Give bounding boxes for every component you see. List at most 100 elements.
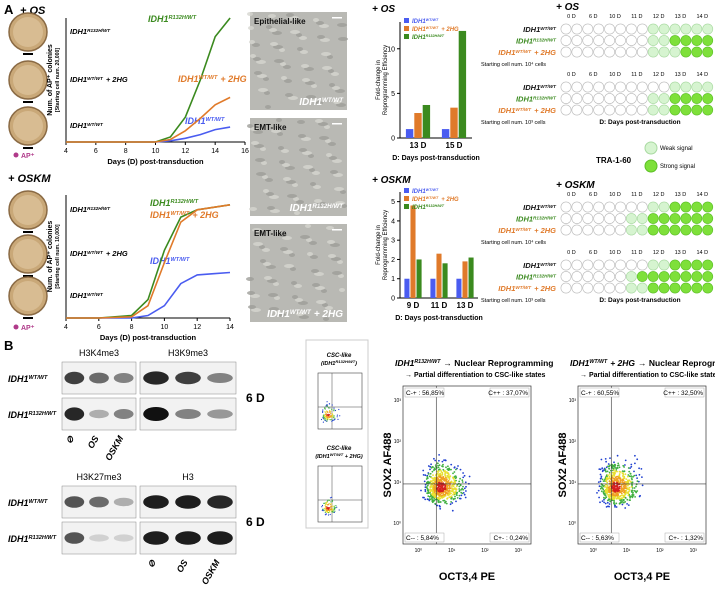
event-dot [452, 493, 454, 496]
grid-caption: Starting cell num. 10⁴ cells [481, 239, 546, 246]
band [113, 497, 134, 507]
genotype-sup: R132H/WT [533, 37, 557, 42]
cell [286, 180, 296, 184]
cell [264, 91, 270, 95]
cell [320, 38, 330, 42]
event-dot [450, 468, 452, 471]
band [175, 495, 201, 509]
event-dot [332, 511, 334, 513]
signal-dot [571, 23, 583, 35]
genotype-label: IDH1WT/WT + 2HG [178, 74, 247, 84]
event-dot [334, 510, 336, 512]
grid-caption: Starting cell num. 10⁴ cells [481, 61, 546, 68]
event-dot [613, 499, 615, 502]
quadrant-label: C-+ : 60,55% [581, 390, 619, 397]
cell [269, 28, 277, 32]
event-dot [465, 485, 467, 488]
signal-dot [658, 104, 670, 116]
blot-title: H3 [182, 472, 194, 482]
event-dot [613, 501, 616, 503]
event-dot [607, 463, 610, 465]
event-dot [460, 494, 463, 497]
signal-dot [582, 259, 594, 271]
cell [254, 71, 262, 75]
inset-subtitle: (IDH1R132H/WT) [321, 359, 357, 368]
event-dot [613, 497, 616, 500]
cell [249, 207, 257, 211]
event-dot [325, 502, 327, 504]
cell [293, 197, 299, 201]
day-label: 0 D [567, 14, 576, 20]
genotype-sup: R132H/WT [87, 206, 111, 211]
band [89, 372, 109, 384]
signal-dot [582, 104, 594, 116]
signal-dot [626, 35, 637, 46]
signal-dot [593, 104, 605, 116]
event-dot [452, 498, 455, 500]
signal-dot [691, 104, 703, 116]
signal-dot [669, 213, 681, 224]
genotype-sup: WT/WT [322, 97, 344, 104]
bar [436, 253, 442, 298]
scale-bar [332, 123, 342, 125]
quadrant-box [664, 387, 705, 398]
event-dot [608, 496, 611, 498]
cell [330, 170, 338, 174]
band [64, 407, 85, 421]
event-dot [605, 506, 608, 508]
event-dot [431, 483, 433, 486]
signal-dot [691, 46, 703, 58]
event-dot [334, 417, 336, 419]
genotype-suffix: + 2HG [534, 284, 556, 293]
cell [340, 190, 346, 194]
legend-label: Weak signal [660, 146, 693, 152]
event-dot [640, 468, 643, 470]
event-dot [437, 480, 439, 482]
signal-dot [593, 282, 605, 294]
gene: IDH1 [523, 83, 540, 92]
event-dot [326, 503, 328, 505]
sub-pre: (IDH1 [315, 454, 329, 460]
genotype-sup: WT/WT [540, 84, 557, 89]
cell [283, 250, 293, 254]
signal-dot [702, 282, 714, 294]
gene: IDH1 [299, 97, 322, 108]
cell [267, 206, 275, 210]
signal-dot [593, 81, 605, 93]
cell [284, 264, 294, 268]
band [207, 409, 233, 419]
event-dot [641, 476, 643, 478]
x-axis-title: Days (D) post-transduction [107, 157, 204, 166]
signal-dot [571, 224, 583, 236]
event-dot [442, 465, 444, 468]
event-dot [324, 419, 326, 421]
cell [328, 142, 336, 146]
event-dot [322, 417, 324, 419]
event-dot [432, 477, 434, 480]
event-dot [615, 486, 618, 488]
cell [281, 76, 287, 80]
signal-dot [669, 23, 681, 35]
culture-plate-inner [13, 111, 43, 141]
grid-caption: Starting cell num. 10³ cells [481, 298, 546, 304]
cell [321, 52, 331, 56]
cell [279, 160, 285, 164]
event-dot [615, 506, 618, 508]
event-dot [633, 474, 636, 477]
day-label: 14 D [696, 72, 708, 78]
signal-dot [571, 93, 583, 104]
event-dot [608, 465, 611, 468]
quadrant-label: C++ : 37,07% [488, 390, 528, 397]
cell [278, 146, 284, 150]
event-dot [326, 420, 328, 422]
genotype-label: IDH1WT/WT + 2HG [498, 226, 556, 235]
signal-dot [658, 35, 670, 46]
signal-dot [615, 104, 626, 116]
gene: IDH1 [395, 358, 415, 368]
cell [290, 30, 300, 34]
genotype-sup: WT/WT [426, 188, 439, 192]
band [175, 409, 201, 419]
event-dot [620, 485, 623, 488]
event-dot [451, 502, 454, 504]
day-label: 12 D [653, 250, 665, 256]
